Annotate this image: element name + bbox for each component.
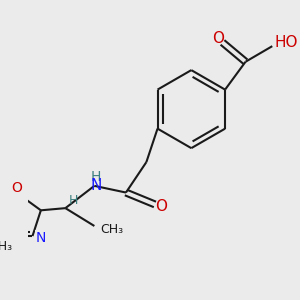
Text: HO: HO (275, 35, 298, 50)
Text: CH₃: CH₃ (100, 223, 123, 236)
Text: CH₃: CH₃ (0, 240, 13, 253)
Text: O: O (212, 31, 224, 46)
Text: N: N (91, 178, 102, 194)
Text: H: H (91, 169, 101, 184)
Text: H: H (69, 194, 78, 207)
Text: O: O (156, 199, 168, 214)
Text: O: O (12, 181, 22, 195)
Text: N: N (35, 231, 46, 245)
